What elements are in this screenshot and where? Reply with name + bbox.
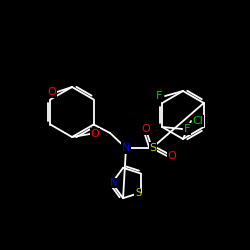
Text: N: N [122, 143, 130, 153]
Text: S: S [135, 188, 141, 198]
Text: O: O [142, 124, 150, 134]
Text: Cl: Cl [192, 116, 203, 126]
Text: F: F [184, 124, 190, 134]
Text: N: N [110, 178, 118, 188]
Text: O: O [90, 129, 100, 139]
Text: O: O [48, 87, 56, 97]
Text: O: O [168, 151, 176, 161]
Text: S: S [150, 143, 156, 153]
Text: F: F [156, 91, 162, 101]
